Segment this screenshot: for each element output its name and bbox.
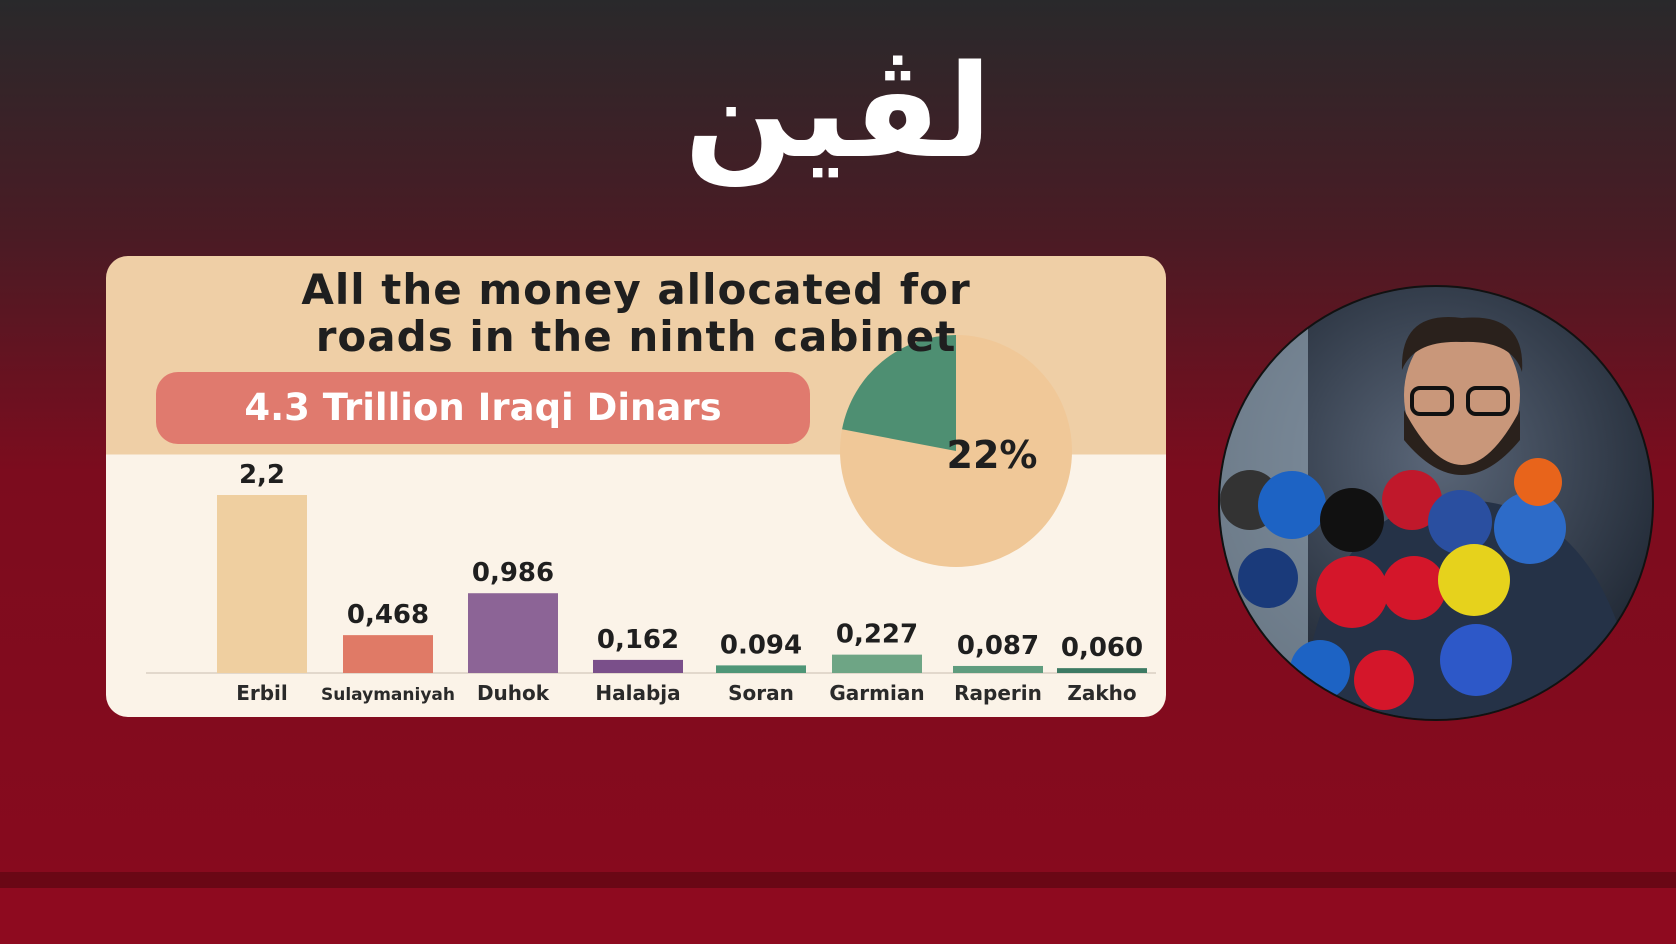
value-label: 0,227 — [836, 620, 918, 650]
value-label: 0,087 — [957, 631, 1039, 661]
value-label: 2,2 — [239, 460, 285, 490]
chart-title: All the money allocated for roads in the… — [301, 265, 971, 361]
bar — [832, 654, 922, 673]
value-label: 0,468 — [347, 600, 429, 630]
bar — [217, 495, 307, 673]
footer — [0, 888, 1676, 944]
chart: 2,2 Erbil 0,468 Sulaymaniyah 0,986 Duhok 0,162… — [146, 335, 1156, 705]
x-tick-label: Duhok — [477, 681, 550, 705]
x-tick-label: Halabja — [595, 681, 680, 705]
logo: لڤين — [684, 38, 992, 187]
value-label: 0.094 — [720, 630, 802, 660]
value-label: 0,986 — [472, 558, 554, 588]
x-tick-label: Soran — [728, 681, 794, 705]
infographic-card: 2,2 Erbil 0,468 Sulaymaniyah 0,986 Duhok 0,162… — [106, 256, 1166, 717]
bar — [468, 593, 558, 673]
x-tick-label: Garmian — [829, 681, 924, 705]
value-label: 0,162 — [597, 625, 679, 655]
pie-slice — [842, 335, 956, 451]
photo-frame — [1218, 285, 1654, 721]
bar — [953, 665, 1043, 673]
bar — [593, 659, 683, 673]
x-tick-label: Raperin — [954, 681, 1042, 705]
pie-label: 22% — [947, 433, 1038, 477]
chart-subtitle: 4.3 Trillion Iraqi Dinars — [156, 372, 810, 444]
x-tick-label: Sulaymaniyah — [321, 685, 455, 705]
bar — [1057, 668, 1147, 673]
photo — [1220, 287, 1652, 719]
footer-band — [0, 872, 1676, 888]
value-label: 0,060 — [1061, 633, 1143, 663]
bar — [716, 665, 806, 673]
x-tick-label: Zakho — [1067, 681, 1136, 705]
x-tick-label: Erbil — [236, 681, 288, 705]
bar — [343, 635, 433, 673]
